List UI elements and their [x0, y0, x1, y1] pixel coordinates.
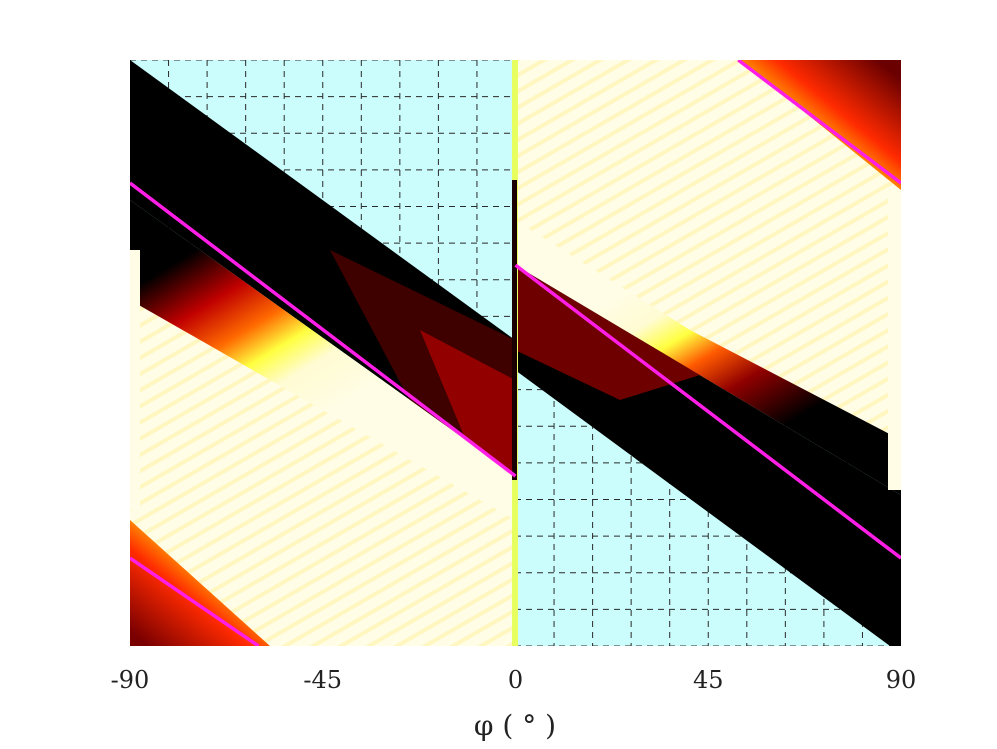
plot-area: [130, 60, 901, 646]
left-cream-interior: [130, 300, 515, 646]
left-corner-red: [130, 520, 270, 646]
x-tick-label: 90: [886, 666, 917, 694]
overlay-line: [514, 263, 901, 560]
center-seam-dark: [512, 180, 517, 480]
right-edge-speckle: [888, 190, 901, 490]
left-red-fade-2: [420, 330, 515, 475]
overlay-line: [130, 556, 260, 646]
x-tick-label: 0: [508, 666, 523, 694]
x-axis-label: φ ( ° ): [474, 709, 556, 742]
right-cream-interior: [515, 60, 901, 440]
x-tick-label: -45: [303, 666, 342, 694]
x-tick-label: 45: [693, 666, 724, 694]
overlay-line: [737, 60, 901, 185]
left-edge-speckle: [130, 250, 140, 510]
overlay-lines: [130, 60, 901, 646]
x-tick-labels: -90 -45 0 45 90: [111, 666, 917, 694]
overlay-line: [130, 181, 517, 478]
x-tick-label: -90: [111, 666, 150, 694]
